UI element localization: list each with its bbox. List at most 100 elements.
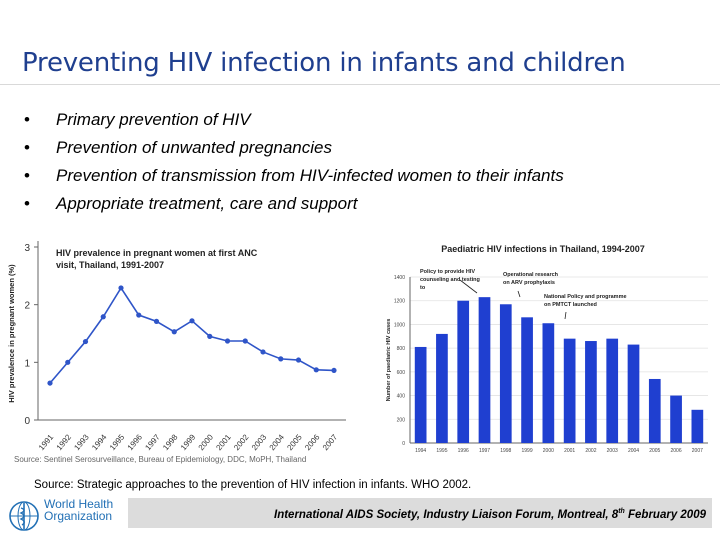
- x-tick-label: 1994: [90, 432, 109, 452]
- hiv-prevalence-line-chart: 0 1 2 3 HIV prevalence in pregnant women (%)…: [7, 241, 346, 452]
- x-tick-label: 2000: [543, 448, 554, 454]
- x-tick-label: 2006: [303, 432, 322, 452]
- bullet-dot: •: [24, 138, 30, 157]
- data-point: [100, 314, 106, 320]
- annotation: on ARV prophylaxis: [503, 280, 555, 286]
- bar: [478, 297, 491, 443]
- x-tick-label: 2001: [564, 448, 575, 454]
- y-tick-label: 200: [397, 417, 406, 423]
- x-tick-label: 1992: [55, 432, 74, 452]
- x-tick-label: 2000: [197, 432, 216, 452]
- x-tick-label: 1996: [126, 432, 145, 452]
- bar: [585, 341, 597, 443]
- annotation-arrow: [564, 311, 567, 320]
- who-org-name: World Health Organization: [44, 497, 114, 523]
- chart-source-note: Source: Sentinel Serosurveillance, Burea…: [14, 455, 307, 464]
- data-point: [260, 349, 266, 355]
- x-tick-label: 2006: [671, 448, 682, 454]
- who-logo: World Health Organization: [6, 498, 124, 534]
- bar: [563, 338, 576, 443]
- data-point: [47, 380, 53, 386]
- annotation: counseling and testing: [420, 277, 480, 283]
- x-tick-label: 1997: [479, 448, 490, 454]
- y-tick-label: 0: [402, 441, 405, 447]
- bar: [627, 344, 640, 443]
- data-point: [65, 359, 71, 365]
- footer-text: International AIDS Society, Industry Lia…: [274, 508, 706, 521]
- paediatric-hiv-bar-chart: Paediatric HIV infections in Thailand, 1…: [386, 244, 708, 454]
- annotation: to: [420, 285, 426, 291]
- data-point: [207, 333, 213, 339]
- annotation-arrow: [459, 279, 478, 294]
- annotation-arrow: [517, 290, 521, 298]
- bullet-item: • Prevention of unwanted pregnancies: [24, 138, 564, 166]
- x-tick-label: 1994: [415, 448, 426, 454]
- x-tick-label: 2002: [232, 432, 251, 452]
- y-tick-label: 400: [397, 394, 406, 400]
- x-tick-label: 2003: [250, 432, 269, 452]
- x-tick-label: 2007: [321, 432, 340, 452]
- y-tick-label: 600: [397, 370, 406, 376]
- bar: [606, 338, 619, 443]
- annotation: Policy to provide HIV: [420, 269, 475, 275]
- y-tick-label: 1400: [394, 275, 405, 281]
- bar: [648, 378, 661, 443]
- bar: [499, 304, 512, 443]
- x-tick-label: 2007: [692, 448, 703, 454]
- x-tick-label: 1995: [436, 448, 447, 454]
- data-point: [331, 367, 337, 374]
- y-axis-label: Number of paediatric HIV cases: [386, 319, 392, 402]
- who-emblem-icon: [9, 501, 39, 531]
- data-point: [224, 338, 231, 344]
- bar: [436, 333, 448, 443]
- data-point: [118, 285, 124, 291]
- x-tick-label: 1998: [161, 432, 180, 452]
- chart-title: Paediatric HIV infections in Thailand, 1…: [441, 244, 645, 254]
- y-tick-label: 1: [24, 358, 30, 369]
- bar: [521, 317, 533, 443]
- x-tick-label: 1999: [522, 448, 533, 454]
- bullet-text: Prevention of unwanted pregnancies: [56, 138, 332, 157]
- data-point: [136, 312, 142, 318]
- annotation: Operational research: [503, 272, 559, 278]
- bullet-dot: •: [24, 194, 30, 213]
- title-divider: [0, 84, 720, 85]
- x-tick-label: 1997: [143, 432, 162, 452]
- bar: [691, 409, 704, 443]
- x-tick-label: 1996: [458, 448, 469, 454]
- y-tick-label: 800: [397, 346, 406, 352]
- x-tick-label: 2005: [649, 448, 660, 454]
- chart-title: visit, Thailand, 1991-2007: [56, 260, 164, 270]
- bullet-dot: •: [24, 166, 30, 185]
- data-point: [189, 318, 195, 324]
- x-tick-label: 2004: [268, 432, 287, 452]
- x-tick-label: 1993: [72, 432, 91, 452]
- bullet-text: Appropriate treatment, care and support: [56, 194, 358, 213]
- data-point: [153, 318, 160, 324]
- x-tick-label: 2001: [214, 432, 233, 452]
- data-point: [242, 338, 248, 344]
- data-point: [82, 338, 89, 345]
- x-tick-label: 1999: [179, 432, 198, 452]
- y-tick-label: 2: [24, 301, 30, 312]
- data-point: [313, 367, 319, 373]
- bullet-text: Primary prevention of HIV: [56, 110, 251, 129]
- bar: [670, 395, 682, 443]
- bullet-list: • Primary prevention of HIV • Prevention o…: [24, 110, 564, 222]
- data-point: [171, 329, 177, 335]
- x-tick-label: 1991: [37, 432, 56, 452]
- x-tick-label: 2005: [285, 432, 304, 452]
- footer-bar: [128, 498, 712, 528]
- footer-sup: th: [618, 508, 625, 515]
- x-tick-label: 1995: [108, 432, 127, 452]
- y-axis-label: HIV prevalence in pregnant women (%): [7, 264, 16, 403]
- y-tick-label: 3: [24, 243, 30, 254]
- bullet-item: • Primary prevention of HIV: [24, 110, 564, 138]
- y-tick-label: 1200: [394, 299, 405, 305]
- source-citation: Source: Strategic approaches to the prev…: [34, 479, 472, 491]
- chart-title: HIV prevalence in pregnant women at firs…: [56, 248, 258, 258]
- bar: [542, 323, 555, 443]
- bullet-text: Prevention of transmission from HIV-infe…: [56, 166, 564, 185]
- series-line: [49, 286, 335, 384]
- bar: [414, 346, 427, 443]
